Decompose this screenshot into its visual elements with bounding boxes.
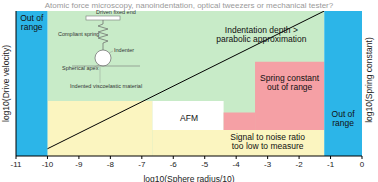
svg-text:-4: -4: [233, 160, 241, 169]
svg-text:-11: -11: [11, 160, 23, 169]
svg-text:log10(Spring constant): log10(Spring constant): [364, 37, 370, 123]
svg-text:Indented viscoelastic material: Indented viscoelastic material: [70, 83, 142, 89]
svg-text:-6: -6: [170, 160, 178, 169]
svg-text:Spherical apex: Spherical apex: [62, 65, 99, 71]
svg-text:-3: -3: [264, 160, 272, 169]
svg-text:Spring constantout of range: Spring constantout of range: [260, 73, 320, 92]
svg-text:-9: -9: [75, 160, 83, 169]
svg-text:Signal to noise ratiotoo low t: Signal to noise ratiotoo low to measure: [230, 132, 305, 151]
svg-text:-8: -8: [107, 160, 115, 169]
svg-text:-5: -5: [201, 160, 209, 169]
svg-text:-10: -10: [42, 160, 54, 169]
svg-text:Indentation depth >parabolic a: Indentation depth >parabolic approximati…: [216, 25, 307, 44]
svg-text:-2: -2: [296, 160, 304, 169]
svg-text:Indenter: Indenter: [114, 47, 134, 53]
svg-text:-7: -7: [138, 160, 146, 169]
html-text:Atomic force microscopy, nanoi: Atomic force microscopy, nanoindentation…: [44, 1, 334, 10]
svg-text:Out ofrange: Out ofrange: [20, 13, 44, 32]
svg-text:Out ofrange: Out ofrange: [332, 109, 356, 128]
svg-text:Compliant spring: Compliant spring: [58, 31, 99, 37]
svg-text:Driven fixed end: Driven fixed end: [96, 9, 136, 15]
svg-text:log10(Drive velocity): log10(Drive velocity): [8, 45, 11, 122]
svg-text:AFM: AFM: [180, 113, 198, 123]
svg-text:log10(Sphere radius/10): log10(Sphere radius/10): [143, 174, 234, 182]
svg-text:-1: -1: [327, 160, 335, 169]
svg-text:0: 0: [360, 160, 365, 169]
